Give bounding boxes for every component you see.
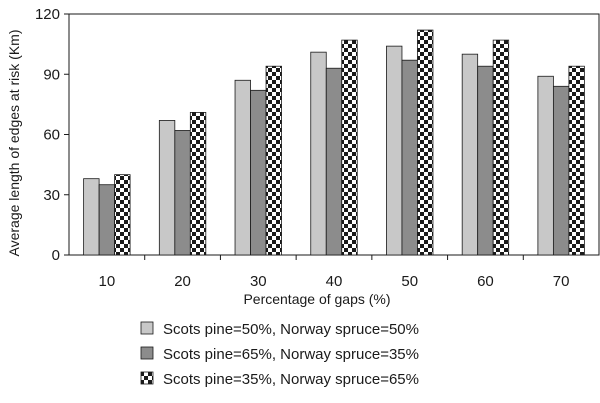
- legend-label: Scots pine=35%, Norway spruce=65%: [163, 371, 419, 388]
- bar: [461, 53, 479, 256]
- bar: [537, 75, 554, 256]
- x-axis-title: Percentage of gaps (%): [243, 291, 390, 307]
- legend-swatch: [140, 346, 154, 360]
- bar: [158, 120, 176, 256]
- x-tick-label: 30: [250, 273, 267, 290]
- bar: [568, 65, 585, 256]
- x-tick-label: 20: [174, 273, 191, 290]
- bar: [492, 39, 510, 256]
- x-tick-label: 50: [401, 273, 418, 290]
- bar: [114, 174, 131, 256]
- x-tick-label: 60: [477, 273, 494, 290]
- y-tick-label: 30: [43, 187, 60, 204]
- x-tick-label: 40: [326, 273, 343, 290]
- y-axis: 0 30 60 90 120: [35, 6, 69, 264]
- legend-swatch: [140, 371, 154, 385]
- bar: [310, 51, 327, 256]
- bar: [234, 79, 251, 256]
- plot-area: [68, 13, 600, 256]
- x-tick-label: 10: [99, 273, 116, 290]
- x-tick-label: 70: [553, 273, 570, 290]
- y-tick-label: 60: [43, 127, 60, 144]
- bar: [250, 89, 267, 256]
- bar: [341, 39, 358, 256]
- bar: [98, 184, 116, 256]
- bar: [174, 130, 191, 256]
- legend: Scots pine=50%, Norway spruce=50% Scots p…: [140, 321, 419, 388]
- y-tick-label: 0: [52, 247, 60, 264]
- bar: [265, 65, 282, 256]
- legend-label: Scots pine=65%, Norway spruce=35%: [163, 346, 419, 363]
- y-tick-label: 90: [43, 66, 60, 83]
- bar: [386, 45, 403, 256]
- legend-swatch: [140, 321, 154, 335]
- x-axis: 10 20 30 40 50 60 70: [99, 255, 570, 290]
- bar: [477, 65, 494, 256]
- y-tick-label: 120: [35, 6, 60, 23]
- bar: [325, 67, 343, 256]
- bar: [417, 29, 434, 256]
- bar: [401, 59, 418, 256]
- y-axis-title: Average length of edges at risk (Km): [6, 30, 22, 257]
- bar: [552, 85, 570, 256]
- bar: [83, 178, 100, 256]
- legend-label: Scots pine=50%, Norway spruce=50%: [163, 321, 419, 338]
- bar: [189, 112, 207, 256]
